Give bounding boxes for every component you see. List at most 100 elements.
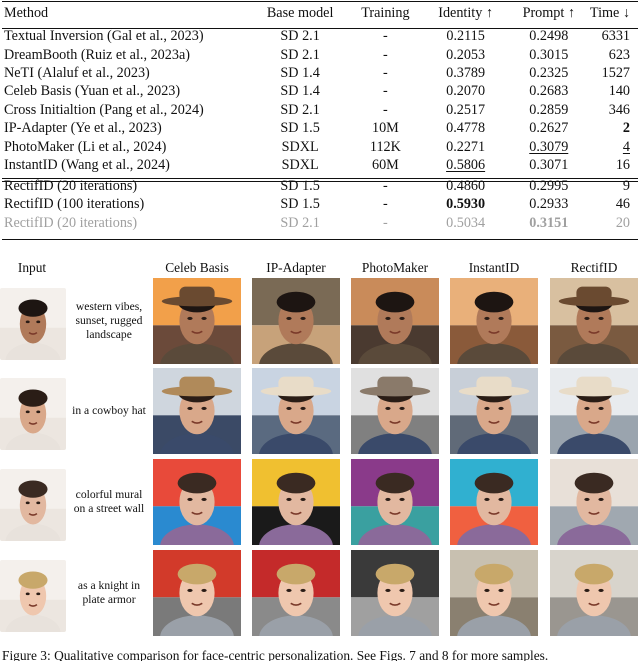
table-top-rule [2,1,638,3]
table-row: RectifID (20 iterations) SD 1.5 - 0.4860 0.2… [2,174,638,195]
cell-identity: 0.3789 [424,64,508,82]
cell-training: - [347,214,423,232]
qualitative-figure: Input Celeb Basis IP-Adapter PhotoMaker … [0,256,640,646]
figure-row: colorful mural on a street wall [0,459,640,545]
result-image-ip-adapter [252,368,340,454]
prompt-text: as a knight in plate armor [77,579,141,606]
cell-base-model: SD 1.5 [253,119,347,137]
cell-text: NeTI (Alaluf et al., 2023) [4,64,150,81]
cell-prompt: 0.2683 [508,82,590,100]
cell-text: 0.2271 [446,138,486,155]
cell-identity: 0.4860 [424,174,508,195]
column-head-instantid: InstantID [468,260,520,275]
cell-text: - [383,178,388,195]
column-head-ip-adapter: IP-Adapter [266,260,326,275]
cell-base-model: SD 2.1 [253,101,347,119]
cell-time: 623 [590,45,638,63]
result-image-celeb-basis [153,278,241,364]
cell-text: SD 1.4 [280,64,320,81]
cell-text: 0.2627 [529,120,569,137]
result-image-instantid [450,368,538,454]
cell-text: 0.2995 [529,178,569,195]
cell-text: SD 1.5 [280,120,320,137]
cell-text: 0.3015 [529,46,569,63]
input-face-image [0,469,66,541]
cell-prompt: 0.3079 [508,137,590,155]
result-image-rectifid [550,459,638,545]
cell-prompt: 0.2498 [508,27,590,45]
result-image-celeb-basis [153,459,241,545]
cell-text: 2 [622,120,630,137]
figure-row: western vibes, sunset, rugged landscape [0,278,640,364]
cell-text: 0.4860 [446,178,486,195]
cell-method: NeTI (Alaluf et al., 2023) [2,64,253,82]
cell-text: SD 2.1 [280,28,320,45]
cell-text: SDXL [281,138,319,155]
cell-method: Textual Inversion (Gal et al., 2023) [2,27,253,45]
cell-base-model: SD 2.1 [253,214,347,232]
cell-text: - [383,101,388,118]
result-image-ip-adapter [252,550,340,636]
cell-identity: 0.5930 [424,195,508,213]
cell-method: Cross Initialtion (Pang et al., 2024) [2,101,253,119]
cell-text: SD 1.5 [280,178,320,195]
prompt-text: colorful mural on a street wall [73,488,145,515]
cell-text: Textual Inversion (Gal et al., 2023) [4,28,204,45]
table-bottom-rule [2,239,638,241]
cell-training: - [347,82,423,100]
cell-time: 16 [590,156,638,174]
result-image-photomaker [351,278,439,364]
cell-base-model: SDXL [253,156,347,174]
table-header-rule [2,28,638,29]
cell-text: RectifID (20 iterations) [4,214,138,231]
cell-time: 9 [590,174,638,195]
cell-method: RectifID (100 iterations) [2,195,253,213]
table-row: PhotoMaker (Li et al., 2024) SDXL 112K 0.22… [2,137,638,155]
cell-prompt: 0.2995 [508,174,590,195]
cell-identity: 0.5806 [424,156,508,174]
results-table: Method Base model Training Identity ↑ Pr… [2,0,638,232]
cell-text: 20 [615,214,630,231]
input-face-image [0,378,66,450]
cell-text: RectifID (20 iterations) [4,178,138,195]
cell-prompt: 0.2859 [508,101,590,119]
result-image-rectifid [550,550,638,636]
cell-base-model: SD 1.4 [253,82,347,100]
cell-text: 60M [371,156,399,173]
cell-method: Celeb Basis (Yuan et al., 2023) [2,82,253,100]
cell-text: 4 [622,138,630,155]
cell-time: 1527 [590,64,638,82]
column-head-photomaker: PhotoMaker [361,260,429,275]
cell-method: RectifID (20 iterations) [2,214,253,232]
cell-prompt: 0.3151 [508,214,590,232]
cell-text: SD 2.1 [280,46,320,63]
cell-text: DreamBooth (Ruiz et al., 2023a) [4,46,190,63]
header-method: Method [4,5,49,21]
header-prompt: Prompt ↑ [522,5,575,21]
result-image-rectifid [550,368,638,454]
cell-identity: 0.2517 [424,101,508,119]
cell-text: 0.5034 [446,214,486,231]
cell-identity: 0.2070 [424,82,508,100]
input-face-image [0,288,66,360]
cell-text: PhotoMaker (Li et al., 2024) [4,138,167,155]
cell-text: 0.2859 [529,101,569,118]
table-mid-rule-1 [2,178,638,179]
result-image-instantid [450,459,538,545]
cell-text: - [383,214,388,231]
cell-base-model: SD 2.1 [253,27,347,45]
cell-text: 0.3079 [529,138,569,155]
figure-caption: Figure 3: Qualitative comparison for fac… [2,648,549,661]
cell-method: IP-Adapter (Ye et al., 2023) [2,119,253,137]
cell-identity: 0.5034 [424,214,508,232]
result-image-instantid [450,550,538,636]
prompt-text: western vibes, sunset, rugged landscape [75,300,143,341]
cell-text: 0.2053 [446,46,486,63]
cell-time: 2 [590,119,638,137]
input-face-image [0,560,66,632]
cell-training: - [347,101,423,119]
cell-method: InstantID (Wang et al., 2024) [2,156,253,174]
cell-text: 0.4778 [446,120,486,137]
table-row: NeTI (Alaluf et al., 2023) SD 1.4 - 0.3789 0… [2,64,638,82]
table-row: InstantID (Wang et al., 2024) SDXL 60M 0.58… [2,156,638,174]
